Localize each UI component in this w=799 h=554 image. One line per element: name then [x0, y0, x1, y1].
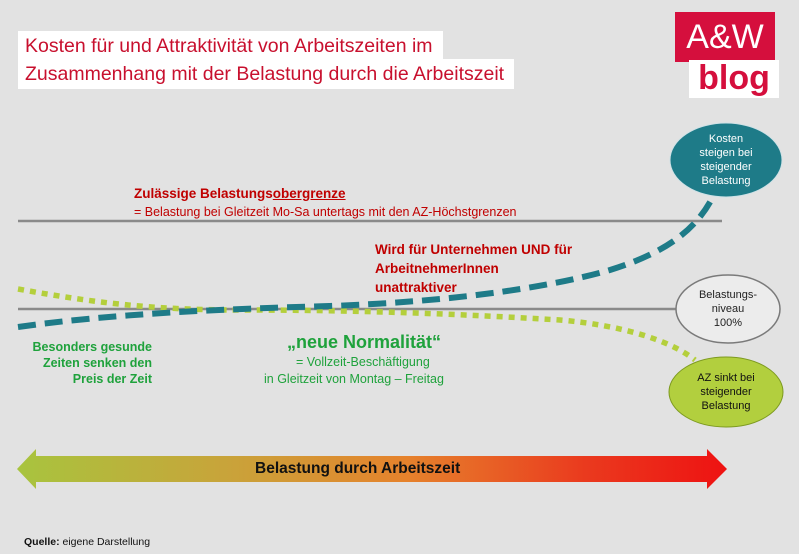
logo-aw: A&W	[675, 12, 775, 62]
new-normal-heading: „neue Normalität“	[287, 332, 442, 352]
level-bubble-text: Belastungs- niveau 100%	[678, 288, 778, 330]
az-bubble-line-3: Belastung	[701, 400, 751, 412]
title-text-2: Zusammenhang mit der Belastung durch die…	[25, 63, 505, 85]
costs-bubble-line-2: steigen bei	[699, 147, 753, 159]
upper-limit-heading: Zulässige Belastungsobergrenze	[134, 185, 346, 203]
upper-limit-heading-underlined: obergrenze	[272, 186, 346, 201]
new-normal-line-1: = Vollzeit-Beschäftigung	[296, 355, 430, 369]
level-bubble-line-3: 100%	[713, 317, 743, 329]
source-note: Quelle: eigene Darstellung	[24, 536, 150, 548]
new-normal-line-2: in Gleitzeit von Montag – Freitag	[264, 372, 444, 386]
healthy-times-line-2: Zeiten senken den	[42, 356, 152, 370]
az-bubble-line-2: steigender	[700, 386, 752, 398]
title-line-2: Zusammenhang mit der Belastung durch die…	[18, 59, 515, 89]
logo-blog: blog	[689, 60, 779, 98]
source-text: eigene Darstellung	[59, 536, 151, 548]
costs-bubble-line-3: steigender	[700, 161, 752, 173]
teal-dashed-curve	[17, 186, 720, 330]
healthy-times-line-3: Preis der Zeit	[72, 372, 152, 386]
costs-bubble-text: Kosten steigen bei steigender Belastung	[676, 132, 776, 188]
title-text-1: Kosten für und Attraktivität von Arbeits…	[25, 35, 433, 57]
costs-bubble-line-4: Belastung	[701, 175, 751, 187]
aw-blog-logo: A&W blog	[675, 12, 779, 98]
healthy-times-text: Besonders gesunde Zeiten senken den Prei…	[20, 339, 152, 387]
unattractive-line-1: Wird für Unternehmen UND für	[375, 242, 573, 257]
level-bubble-line-1: Belastungs-	[698, 289, 758, 301]
unattractive-line-2: ArbeitnehmerInnen	[375, 261, 499, 276]
level-bubble-line-2: niveau	[711, 303, 745, 315]
az-bubble-line-1: AZ sinkt bei	[697, 372, 755, 384]
healthy-times-line-1: Besonders gesunde	[32, 340, 152, 354]
level-bubble	[675, 274, 781, 344]
az-bubble-text: AZ sinkt bei steigender Belastung	[676, 371, 776, 413]
costs-bubble	[669, 122, 783, 198]
green-dotted-curve	[17, 286, 697, 363]
unattractive-line-3: unattraktiver	[375, 280, 457, 295]
load-arrow	[17, 449, 727, 489]
az-bubble	[668, 356, 784, 428]
upper-limit-heading-prefix: Zulässige Belastungs	[134, 186, 273, 201]
title-line-1: Kosten für und Attraktivität von Arbeits…	[18, 31, 443, 61]
axis-label: Belastung durch Arbeitszeit	[255, 460, 461, 477]
upper-limit-description: = Belastung bei Gleitzeit Mo-Sa untertag…	[134, 205, 517, 219]
costs-bubble-line-1: Kosten	[708, 133, 744, 145]
source-label: Quelle:	[24, 536, 60, 548]
